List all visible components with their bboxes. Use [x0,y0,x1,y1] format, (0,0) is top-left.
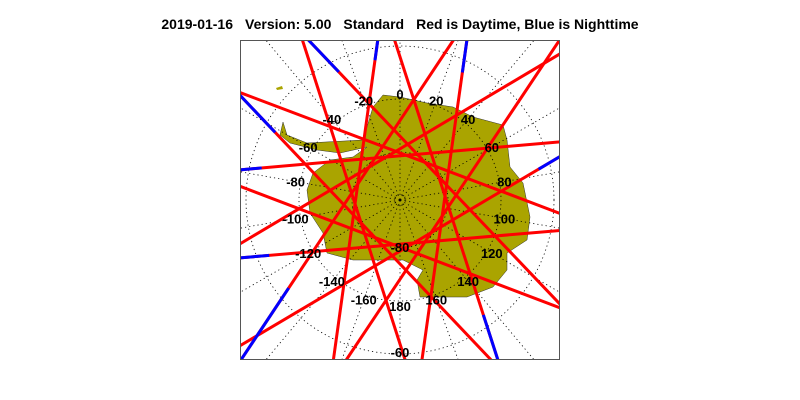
latitude-circle [245,45,555,355]
longitude-label: 140 [457,274,479,289]
nighttime-track [240,287,290,360]
daytime-track [331,40,380,360]
nighttime-track [460,40,469,73]
latitude-circle [298,98,502,302]
version-label: Version: 5.00 [245,16,332,32]
longitude-label: -80 [286,175,305,190]
map-frame [240,40,560,360]
longitude-label: 0 [396,87,403,102]
meridian-line [240,200,396,229]
meridian-line [404,171,560,200]
meridian-line [404,107,560,198]
date-label: 2019-01-16 [161,16,234,32]
map-title: 2019-01-16 Version: 5.00 Standard Red is Da… [0,16,800,32]
meridian-line [265,40,398,197]
longitude-label: 180 [389,299,411,314]
meridian-line [404,200,560,229]
daytime-track [307,40,560,306]
island [276,86,283,90]
nighttime-track [240,253,270,260]
daytime-track [240,94,493,360]
latitude-label: -80 [391,240,410,255]
longitude-label: 60 [485,140,499,155]
meridian-line [240,107,396,198]
daytime-track [240,91,560,215]
latitude-circle [351,151,449,249]
longitude-label: -140 [319,274,345,289]
longitude-label: 100 [494,211,516,226]
meridian-line [402,40,535,197]
longitude-label: -160 [351,293,377,308]
latitude-circle [394,194,406,206]
longitude-label: -20 [354,93,373,108]
daytime-track [240,140,560,172]
nighttime-track [240,166,262,172]
nighttime-track [537,155,560,171]
longitude-label: 80 [497,175,511,190]
meridian-line [265,203,398,360]
daytime-track [240,184,560,310]
legend-text: Red is Daytime, Blue is Nighttime [416,16,639,32]
orbit-tracks [240,40,560,360]
product-label: Standard [343,16,405,32]
daytime-track [240,52,560,246]
longitude-label: 120 [481,246,503,261]
meridian-line [240,171,396,200]
nighttime-track [240,94,277,134]
daytime-track [240,228,560,260]
longitude-label: -120 [295,246,321,261]
nighttime-track [307,40,340,73]
meridian-line [240,202,396,293]
longitude-label: 20 [429,93,443,108]
longitude-label: 160 [425,293,447,308]
antarctica-landmass [279,94,531,298]
daytime-track [344,40,560,360]
daytime-track [240,155,560,348]
nighttime-track [373,40,380,61]
longitude-label: -60 [299,140,318,155]
south-pole-marker [398,198,402,202]
meridian-line [404,202,560,293]
nighttime-track [481,314,500,360]
graticule [240,40,560,360]
daytime-track [420,40,469,360]
longitude-label: -100 [283,211,309,226]
daytime-track [300,40,407,360]
daytime-track [393,40,500,360]
longitude-label: -40 [322,112,341,127]
longitude-label: 40 [461,112,475,127]
latitude-label: -60 [391,345,410,360]
meridian-line [402,203,535,360]
